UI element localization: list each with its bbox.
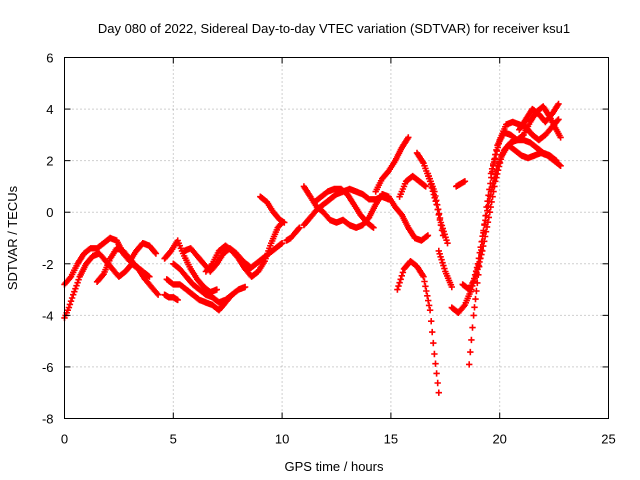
scatter-point-marks [372,134,412,195]
series-track-v [394,258,442,396]
scatter-point-marks [435,247,455,291]
x-tick-label: 25 [601,432,615,447]
scatter-point-marks [459,142,564,293]
x-axis-tick-labels: 0 5 10 15 20 25 [61,432,616,447]
scatter-point-marks [161,291,181,304]
axis-ticks [64,57,609,419]
series-track-g [170,260,236,306]
scatter-point-marks [283,224,303,244]
scatter-point-marks [93,245,153,285]
plot-frame [64,57,609,419]
series-track-k [257,193,288,226]
y-axis-tick-labels: -8 -6 -4 -2 0 2 4 6 [42,51,54,427]
series-track-u [453,178,469,190]
scatter-point-marks [246,240,286,273]
y-tick-label: -2 [42,257,54,272]
series-track-p [372,134,412,195]
scatter-point-marks [396,172,429,200]
series-track-d [161,291,181,304]
y-tick-label: 6 [46,51,53,66]
scatter-point-marks [394,258,442,396]
series-track-t [435,247,455,291]
series-track-o [311,185,377,231]
series-track-j [246,240,286,273]
scatter-point-marks [424,170,451,247]
y-axis-label: SDTVAR / TECUs [5,185,20,290]
scatter-point-marks [257,193,288,226]
x-tick-label: 15 [384,432,398,447]
y-tick-label: -4 [42,308,54,323]
x-axis-label: GPS time / hours [285,459,384,474]
y-tick-label: -6 [42,360,54,375]
scatter-point-marks [300,183,432,244]
series-track-aa [516,100,562,133]
x-tick-label: 10 [275,432,289,447]
y-tick-label: -8 [42,412,54,427]
x-tick-label: 5 [170,432,177,447]
series-track-c [93,245,153,285]
scatter-point-marks [516,100,562,133]
data-points [61,100,564,396]
series-track-q [396,172,429,200]
y-tick-label: 4 [46,102,53,117]
x-tick-label: 0 [61,432,68,447]
y-tick-label: 0 [46,205,53,220]
chart-title: Day 080 of 2022, Sidereal Day-to-day VTE… [98,21,570,36]
y-tick-label: 2 [46,154,53,169]
series-track-l [283,224,303,244]
series-track-s [424,170,451,247]
series-track-m [300,183,432,244]
scatter-point-marks [311,185,377,231]
grid-lines [64,57,609,419]
scatter-point-marks [453,178,469,190]
scatter-point-marks [170,260,236,306]
x-tick-label: 20 [492,432,506,447]
series-track-x [459,142,564,293]
